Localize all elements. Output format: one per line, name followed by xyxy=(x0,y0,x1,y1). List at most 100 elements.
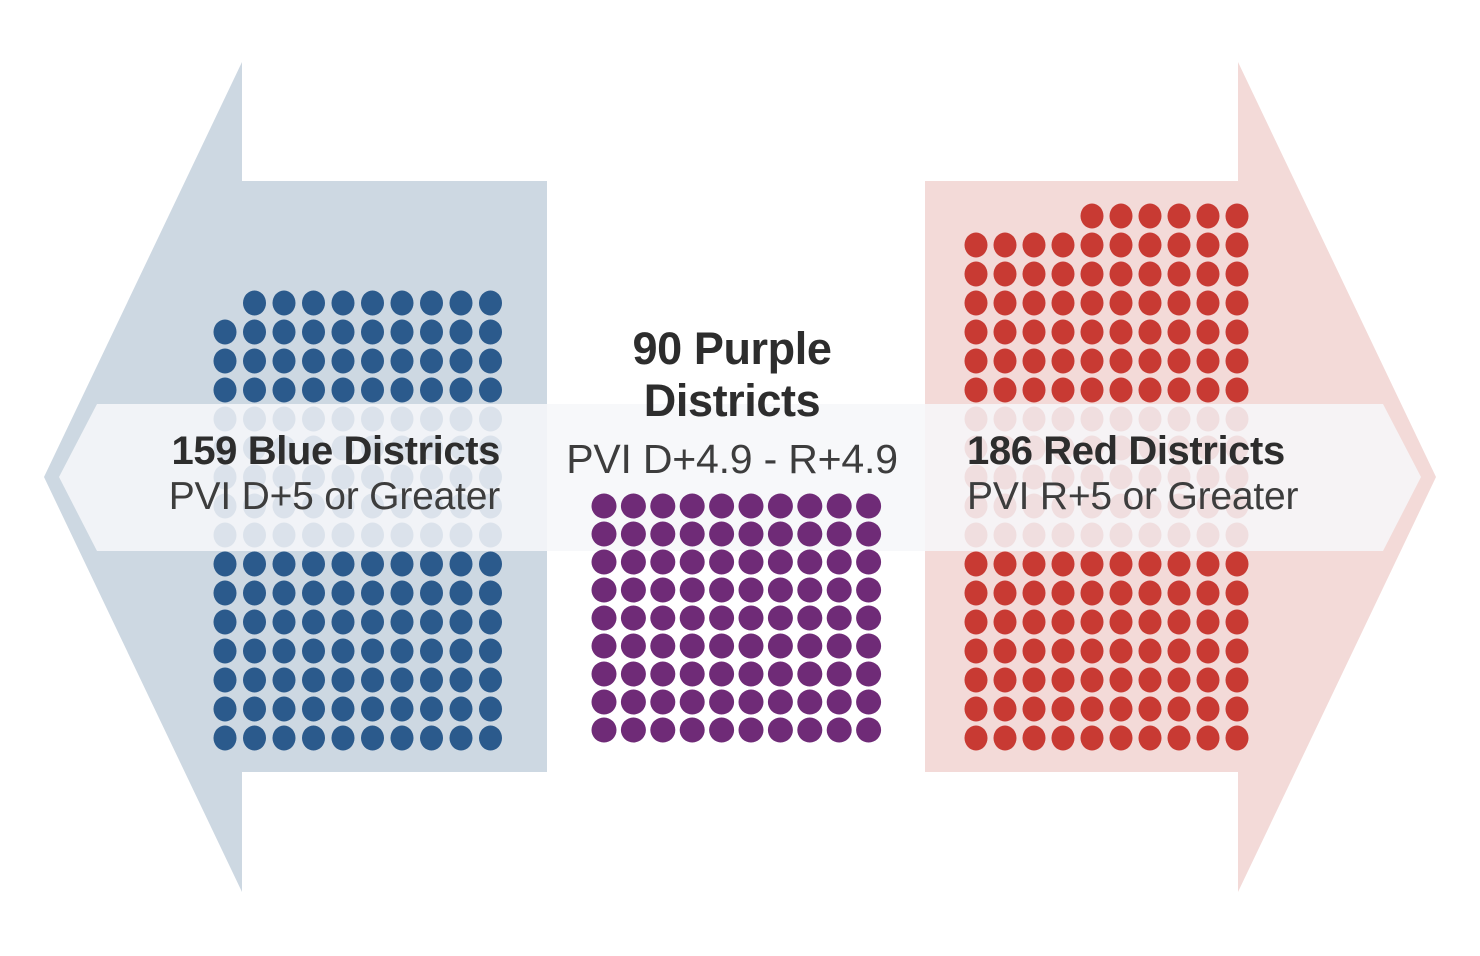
purple-district-dot xyxy=(797,717,823,743)
blue-district-dot xyxy=(420,667,443,693)
red-district-dot xyxy=(1051,696,1075,722)
purple-district-dot xyxy=(826,717,852,743)
blue-district-dot xyxy=(449,377,473,403)
blue-districts-title: 159 Blue Districts xyxy=(171,429,500,473)
red-district-dot xyxy=(1080,609,1104,635)
blue-district-dot xyxy=(213,580,237,606)
red-district-dot xyxy=(1138,203,1162,229)
blue-district-dot xyxy=(243,638,266,664)
blue-district-dot xyxy=(331,696,355,722)
red-district-dot xyxy=(1167,638,1191,664)
blue-district-dot xyxy=(361,609,384,635)
red-district-dot xyxy=(1225,203,1249,229)
red-district-dot xyxy=(1022,261,1046,287)
blue-district-dot xyxy=(213,551,237,577)
red-district-dot xyxy=(964,725,988,751)
red-districts-title: 186 Red Districts xyxy=(967,429,1285,473)
red-district-dot xyxy=(1080,377,1104,403)
red-district-dot xyxy=(1225,609,1249,635)
purple-district-dot xyxy=(709,549,735,575)
purple-district-dot xyxy=(620,605,646,631)
blue-district-dot xyxy=(449,638,473,664)
red-district-dot xyxy=(1167,609,1191,635)
red-district-dot xyxy=(1051,609,1075,635)
red-district-dot xyxy=(993,290,1017,316)
red-district-dot xyxy=(1196,348,1220,374)
purple-district-dot xyxy=(797,661,823,687)
purple-district-dot xyxy=(826,493,852,519)
blue-district-dot xyxy=(243,696,266,722)
purple-district-dot xyxy=(856,633,882,659)
red-district-dot xyxy=(1138,348,1162,374)
blue-district-dot xyxy=(479,319,502,345)
purple-district-dot xyxy=(767,689,793,715)
blue-district-dot xyxy=(243,609,266,635)
blue-district-dot xyxy=(302,725,325,751)
purple-districts-title-line2: Districts xyxy=(643,375,821,426)
purple-districts-title: 90 Purple Districts xyxy=(532,323,932,427)
red-district-dot xyxy=(964,580,988,606)
blue-districts-label: 159 Blue Districts PVI D+5 or Greater xyxy=(169,428,501,520)
red-district-dot xyxy=(1138,638,1162,664)
red-district-dot xyxy=(1225,580,1249,606)
purple-district-dot xyxy=(767,577,793,603)
pvi-label-band xyxy=(59,404,1421,551)
blue-district-dot xyxy=(390,319,414,345)
red-district-dot xyxy=(1167,377,1191,403)
red-district-dot xyxy=(1225,261,1249,287)
blue-district-dot xyxy=(331,580,355,606)
blue-district-dot xyxy=(272,580,296,606)
red-district-dot xyxy=(1022,580,1046,606)
purple-district-dot xyxy=(620,521,646,547)
purple-district-dot xyxy=(856,549,882,575)
blue-district-dot xyxy=(390,609,414,635)
purple-district-dot xyxy=(650,605,676,631)
red-district-dot xyxy=(1196,377,1220,403)
purple-district-dot xyxy=(709,605,735,631)
red-district-dot xyxy=(1167,348,1191,374)
red-district-dot xyxy=(1109,638,1133,664)
purple-district-dot xyxy=(797,605,823,631)
purple-district-dot xyxy=(856,661,882,687)
purple-district-dot xyxy=(738,521,764,547)
blue-district-dot xyxy=(272,667,296,693)
blue-district-dot xyxy=(302,609,325,635)
blue-district-dot xyxy=(302,290,325,316)
red-district-dot xyxy=(1167,696,1191,722)
blue-district-dot xyxy=(272,696,296,722)
purple-district-dot xyxy=(679,717,705,743)
red-district-dot xyxy=(1138,696,1162,722)
red-district-dot xyxy=(1225,638,1249,664)
red-district-dot xyxy=(1022,725,1046,751)
purple-district-dot xyxy=(679,577,705,603)
red-district-dot xyxy=(1109,319,1133,345)
blue-district-dot xyxy=(243,377,266,403)
red-district-dot xyxy=(1109,580,1133,606)
red-district-dot xyxy=(1138,377,1162,403)
blue-district-dot xyxy=(479,348,502,374)
purple-district-dot xyxy=(650,493,676,519)
purple-district-dot xyxy=(679,633,705,659)
blue-district-dot xyxy=(302,638,325,664)
purple-district-dot xyxy=(591,689,617,715)
red-district-dot xyxy=(1138,290,1162,316)
red-district-dot xyxy=(1051,261,1075,287)
blue-district-dot xyxy=(331,725,355,751)
red-district-dot xyxy=(993,609,1017,635)
purple-district-dot xyxy=(826,689,852,715)
purple-district-dot xyxy=(709,521,735,547)
blue-district-dot xyxy=(449,696,473,722)
blue-district-dot xyxy=(420,377,443,403)
blue-district-dot xyxy=(361,696,384,722)
red-district-dot xyxy=(1138,261,1162,287)
red-district-dot xyxy=(964,638,988,664)
purple-district-dot xyxy=(738,717,764,743)
blue-district-dot xyxy=(331,667,355,693)
red-district-dot xyxy=(1022,377,1046,403)
red-district-dot xyxy=(1196,551,1220,577)
red-district-dot xyxy=(1196,232,1220,258)
purple-district-dot xyxy=(738,549,764,575)
red-district-dot xyxy=(1080,261,1104,287)
blue-district-dot xyxy=(331,609,355,635)
